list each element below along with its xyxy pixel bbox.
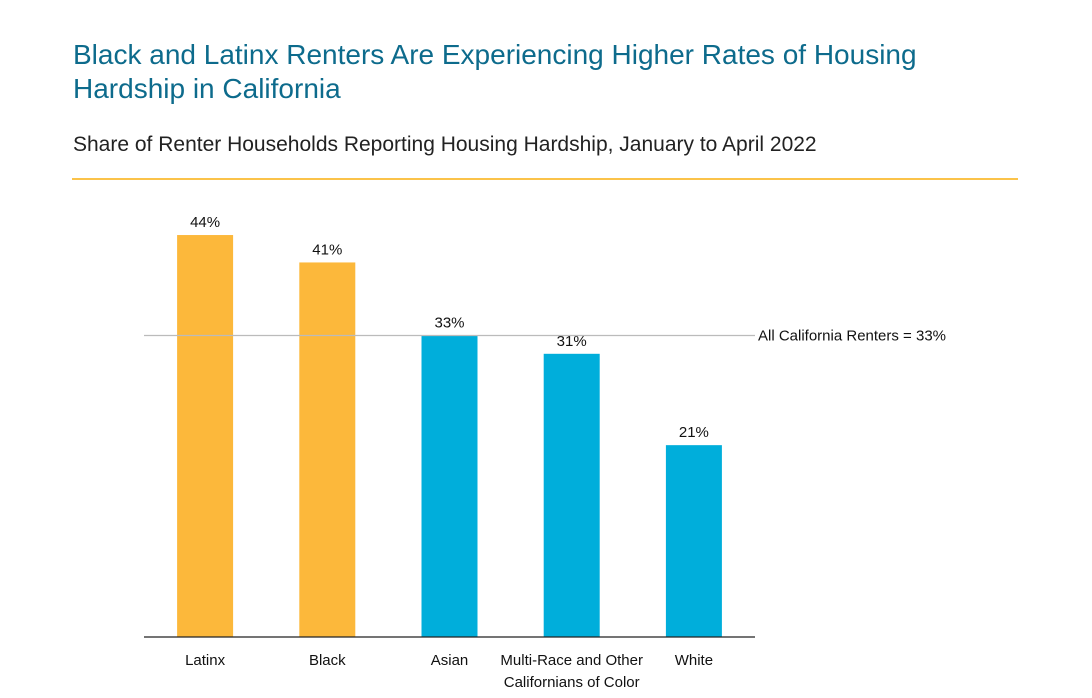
reference-label: All California Renters = 33% [758, 328, 946, 345]
bar [177, 235, 234, 637]
x-tick-label: Latinx [185, 652, 226, 669]
bar [299, 262, 356, 637]
divider [72, 178, 1018, 180]
data-label: 21% [679, 424, 709, 441]
chart-subtitle: Share of Renter Households Reporting Hou… [73, 133, 817, 156]
bar [421, 335, 478, 637]
data-label: 44% [190, 214, 220, 231]
data-label: 33% [434, 315, 464, 332]
data-label: 41% [312, 241, 342, 258]
x-tick-label: Asian [430, 652, 469, 669]
x-tick-label: Multi-Race and Other Californians of Col… [500, 652, 643, 691]
chart-title: Black and Latinx Renters Are Experiencin… [73, 39, 917, 104]
x-tick-label: White [674, 652, 714, 669]
bar [543, 353, 600, 637]
bar [665, 445, 722, 637]
x-tick-label: Black [308, 652, 346, 669]
data-label: 31% [557, 333, 587, 350]
